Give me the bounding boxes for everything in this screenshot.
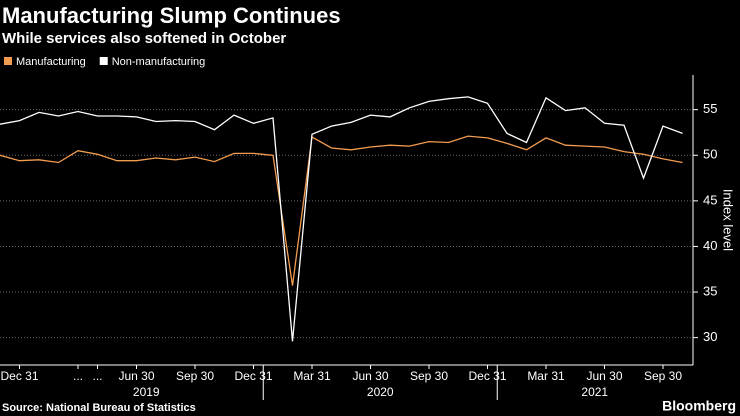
y-tick-label: 30	[703, 329, 717, 344]
x-tick-label: Dec 31	[468, 369, 506, 383]
x-tick-label: Jun 30	[586, 369, 622, 383]
y-tick-label: 45	[703, 192, 717, 207]
legend-swatch	[99, 57, 108, 65]
y-tick-label: 50	[703, 147, 717, 162]
source: Source: National Bureau of Statistics	[2, 402, 196, 414]
legend-label: Non-manufacturing	[112, 56, 206, 68]
series-line	[0, 135, 683, 286]
year-label: 2020	[367, 385, 394, 399]
legend: Manufacturing Non-manufacturing	[4, 56, 205, 68]
x-tick-label: Mar 31	[293, 369, 331, 383]
chart-subtitle: While services also softened in October	[2, 30, 286, 47]
legend-label: Manufacturing	[16, 56, 86, 68]
x-tick-label: Mar 31	[527, 369, 565, 383]
y-tick-label: 40	[703, 238, 717, 253]
brand: Bloomberg	[662, 398, 736, 414]
series-line	[0, 96, 683, 342]
x-tick-label: Sep 30	[644, 369, 682, 383]
x-tick-label: Dec 31	[234, 369, 272, 383]
year-label: 2019	[133, 385, 160, 399]
legend-swatch	[4, 57, 12, 65]
year-label: 2021	[581, 385, 608, 399]
x-tick-label: Sep 30	[176, 369, 214, 383]
x-tick-label: ...	[92, 369, 102, 383]
y-tick-label: 35	[703, 283, 717, 298]
chart-title: Manufacturing Slump Continues	[2, 3, 341, 28]
x-tick-label: Jun 30	[118, 369, 154, 383]
x-tick-label: Dec 31	[0, 369, 38, 383]
x-tick-label: Sep 30	[410, 369, 448, 383]
x-tick-label: Jun 30	[352, 369, 388, 383]
y-axis-label: Index level	[721, 189, 736, 251]
x-tick-label: ...	[73, 369, 83, 383]
y-tick-label: 55	[703, 101, 717, 116]
